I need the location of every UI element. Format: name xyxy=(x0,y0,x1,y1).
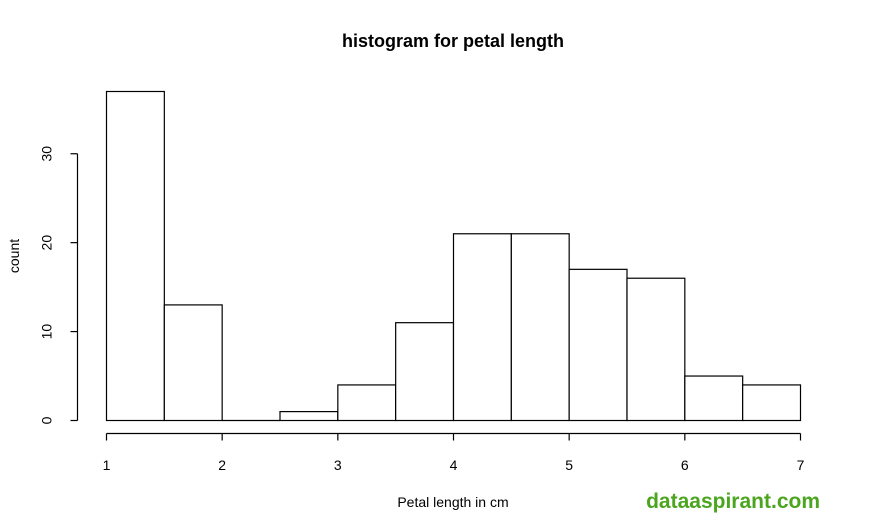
histogram-bar-10 xyxy=(684,375,744,422)
x-tick-label: 6 xyxy=(681,457,689,473)
histogram-bar-5 xyxy=(395,322,455,422)
histogram-bar-3 xyxy=(279,411,339,422)
histogram-bar-0 xyxy=(105,90,165,422)
histogram-bar-1 xyxy=(163,304,223,422)
x-tick-label: 2 xyxy=(218,457,226,473)
histogram-bar-11 xyxy=(742,384,802,422)
histogram-bar-7 xyxy=(510,233,570,422)
x-tick-label: 3 xyxy=(334,457,342,473)
x-axis-label: Petal length in cm xyxy=(397,494,508,510)
histogram-bar-6 xyxy=(452,233,512,422)
histogram-bar-4 xyxy=(337,384,397,422)
x-tick-label: 4 xyxy=(450,457,458,473)
y-tick-label: 0 xyxy=(39,416,55,424)
y-tick-label: 30 xyxy=(39,146,55,162)
histogram-bar-9 xyxy=(626,277,686,422)
x-tick-label: 7 xyxy=(797,457,805,473)
y-tick-label: 20 xyxy=(39,235,55,251)
x-axis: 1 2 3 4 5 6 7 xyxy=(103,432,805,473)
watermark-text: dataaspirant.com xyxy=(646,490,820,513)
x-tick-label: 1 xyxy=(103,457,111,473)
y-axis: 0 10 20 30 xyxy=(39,146,79,424)
y-tick-label: 10 xyxy=(39,324,55,340)
histogram-bar-8 xyxy=(568,268,628,422)
x-tick-label: 5 xyxy=(565,457,573,473)
chart-title: histogram for petal length xyxy=(342,31,564,51)
bars-group xyxy=(105,90,802,422)
y-axis-label: count xyxy=(6,239,22,273)
